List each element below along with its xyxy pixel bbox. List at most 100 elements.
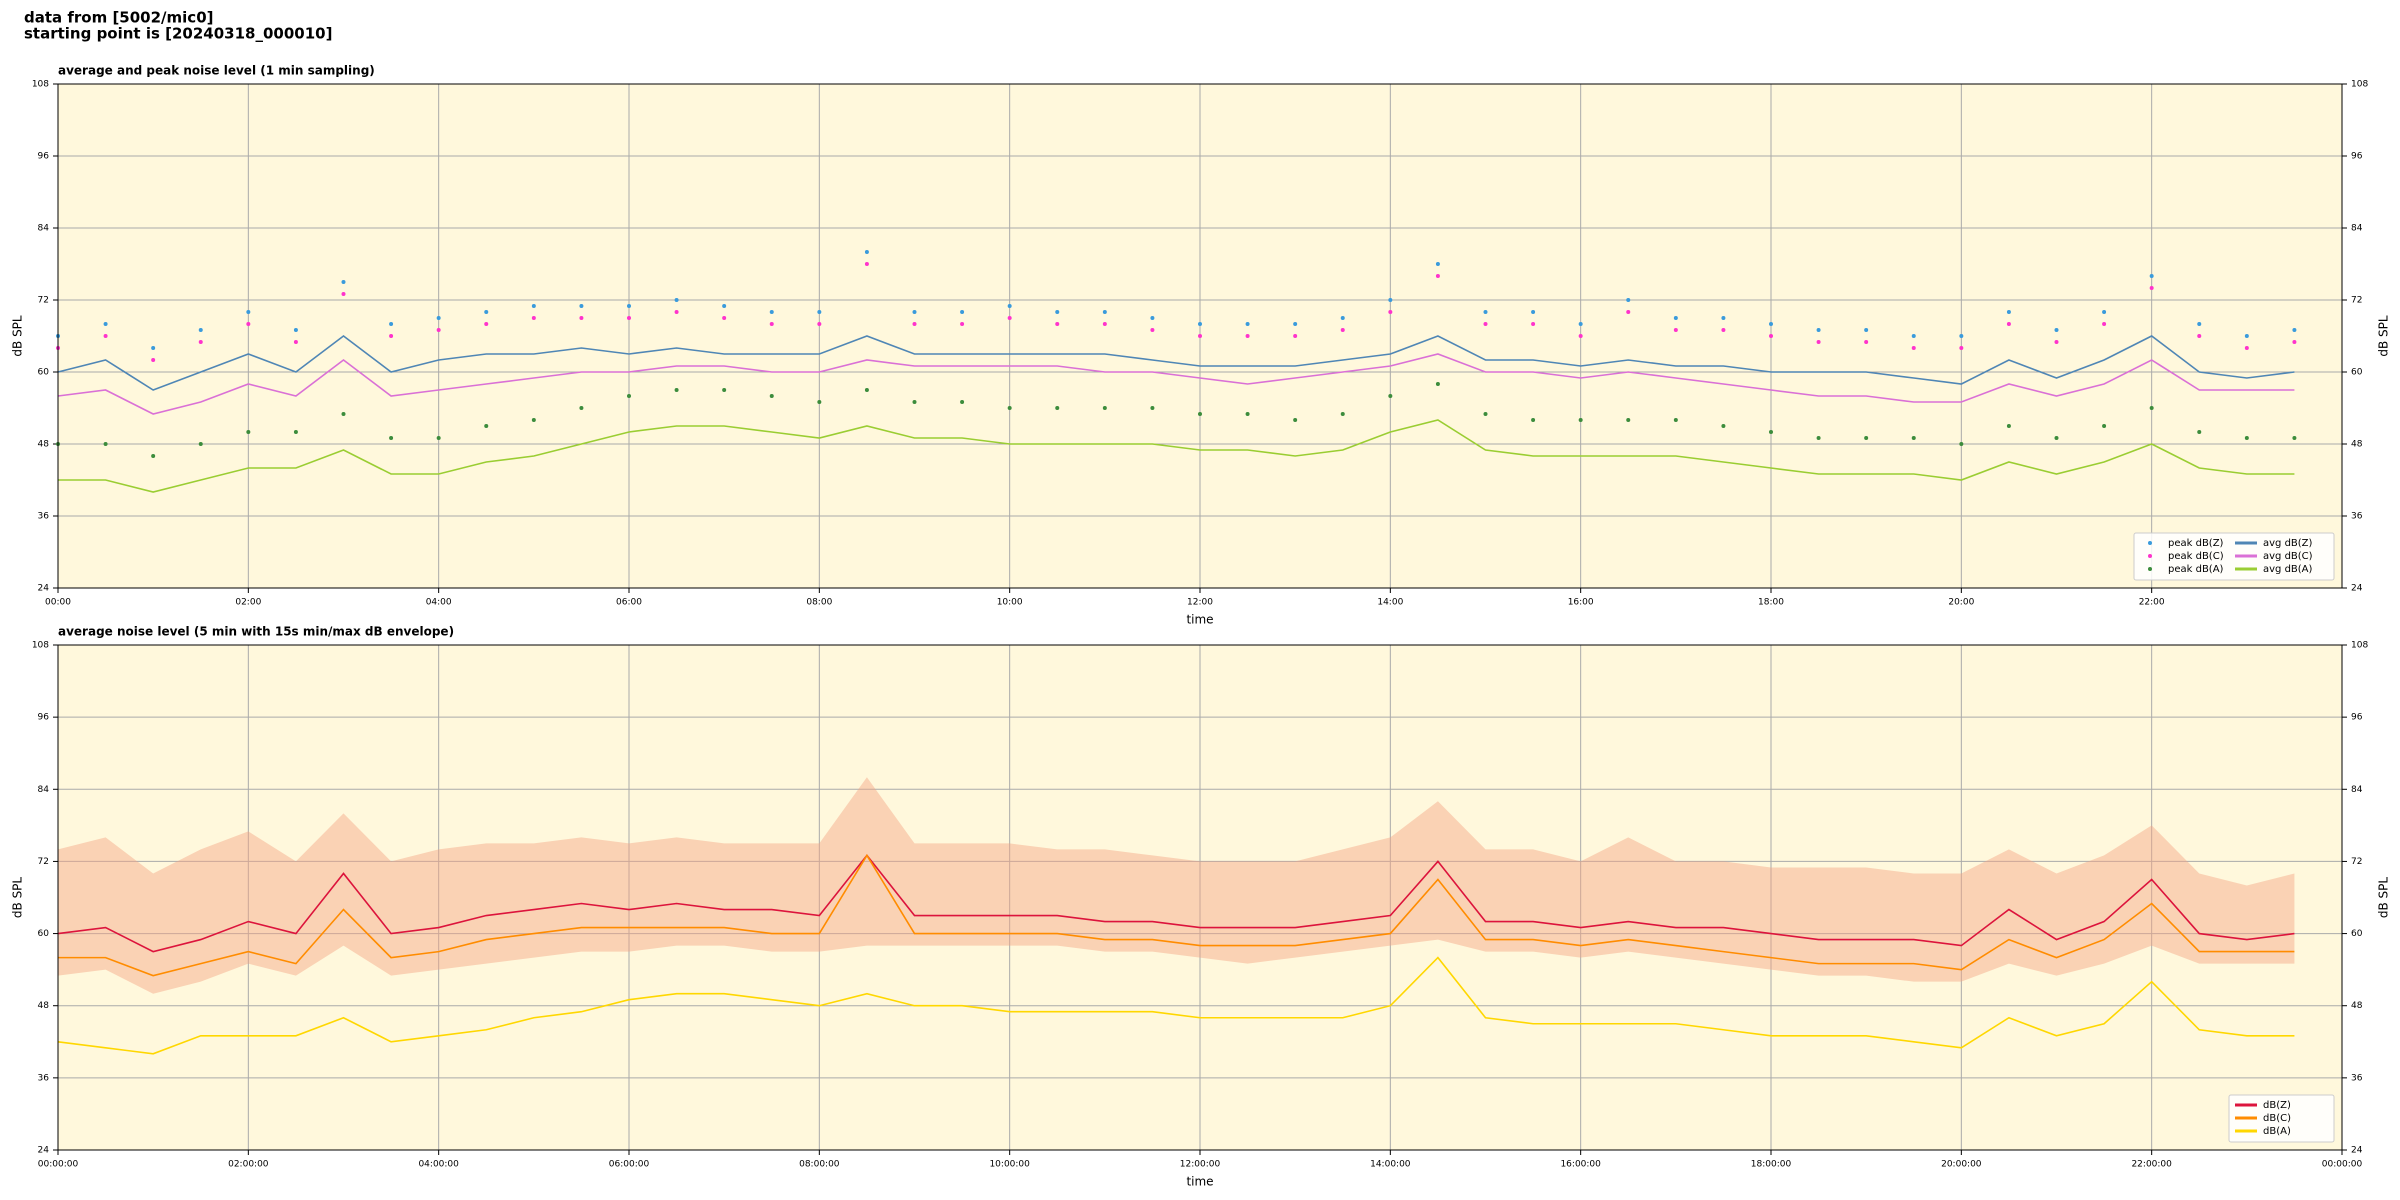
peak-point	[2054, 328, 2059, 332]
peak-point	[246, 430, 251, 434]
peak-point	[1483, 412, 1488, 416]
peak-point	[2006, 310, 2011, 314]
peak-point	[1531, 322, 1536, 326]
peak-point	[1864, 328, 1869, 332]
peak-point	[1293, 418, 1298, 422]
peak-point	[1435, 274, 1440, 278]
peak-point	[293, 328, 298, 332]
series-line	[58, 853, 2295, 977]
legend-marker	[2148, 554, 2152, 558]
peak-point	[2006, 322, 2011, 326]
x-tick-label: 00:00:00	[2322, 1160, 2363, 1170]
panel-title: average noise level (5 min with 15s min/…	[58, 625, 454, 639]
peak-point	[1102, 322, 1107, 326]
peak-point	[1578, 334, 1583, 338]
peak-point	[1769, 334, 1773, 338]
y-tick-label: 48	[2351, 440, 2363, 450]
peak-point	[531, 304, 536, 308]
y-tick-label: 48	[38, 1001, 50, 1011]
peak-point	[1150, 406, 1155, 410]
legend-box	[2133, 532, 2335, 581]
legend-label: avg dB(C)	[2263, 551, 2313, 562]
peak-point	[1340, 328, 1345, 332]
peak-point	[1340, 316, 1345, 320]
peak-point	[293, 430, 298, 434]
peak-point	[817, 322, 822, 326]
peak-point	[912, 310, 917, 314]
peak-point	[2102, 310, 2107, 314]
peak-point	[674, 388, 679, 392]
peak-point	[1959, 346, 1964, 350]
peak-point	[1198, 322, 1202, 326]
y-tick-label: 60	[38, 929, 50, 939]
x-tick-label: 08:00	[806, 598, 832, 608]
plot-frame	[57, 644, 2343, 1151]
peak-point	[1816, 328, 1821, 332]
peak-point	[960, 310, 965, 314]
peak-point	[1483, 310, 1488, 314]
peak-point	[579, 316, 584, 320]
legend-label: avg dB(Z)	[2263, 538, 2313, 549]
peak-point	[389, 436, 394, 440]
peak-point	[769, 322, 774, 326]
peak-point	[2244, 346, 2249, 350]
peak-point	[2149, 274, 2154, 278]
peak-point	[198, 340, 203, 344]
peak-point	[1864, 340, 1869, 344]
peak-point	[151, 346, 156, 350]
peak-point	[1055, 406, 1060, 410]
x-tick-label: 10:00:00	[989, 1160, 1030, 1170]
y-tick-label: 96	[2351, 152, 2363, 162]
legend-label: peak dB(C)	[2168, 551, 2224, 562]
peak-point	[722, 304, 727, 308]
peak-point	[769, 394, 774, 398]
series-line	[57, 353, 2295, 415]
peak-point	[1007, 406, 1012, 410]
peak-point	[2244, 436, 2249, 440]
x-tick-label: 06:00:00	[609, 1160, 650, 1170]
y-tick-label: 96	[38, 152, 50, 162]
peak-point	[2006, 424, 2011, 428]
peak-point	[579, 304, 584, 308]
peak-point	[246, 322, 251, 326]
x-tick-label: 10:00	[997, 598, 1023, 608]
peak-point	[1626, 310, 1631, 314]
y-tick-label: 72	[38, 857, 49, 867]
peak-point	[1626, 298, 1631, 302]
x-tick-label: 02:00:00	[228, 1160, 269, 1170]
peak-point	[103, 442, 108, 446]
peak-point	[341, 292, 346, 296]
peak-point	[627, 316, 631, 320]
peak-point	[1769, 322, 1773, 326]
y-tick-label: 96	[2351, 713, 2363, 723]
y-tick-label: 108	[32, 80, 49, 90]
peak-point	[1959, 334, 1964, 338]
peak-point	[674, 298, 679, 302]
peak-point	[627, 394, 631, 398]
peak-point	[1293, 322, 1298, 326]
series-line	[57, 854, 2295, 953]
peak-point	[2102, 322, 2107, 326]
peak-point	[1483, 322, 1488, 326]
x-tick-label: 14:00:00	[1370, 1160, 1411, 1170]
y-tick-label: 48	[2351, 1001, 2363, 1011]
peak-point	[1959, 442, 1964, 446]
legend-marker	[2148, 541, 2152, 545]
y-tick-label: 84	[2351, 224, 2363, 234]
y-tick-label: 24	[38, 1146, 50, 1156]
y-tick-label: 84	[38, 785, 50, 795]
peak-point	[103, 334, 108, 338]
peak-point	[246, 310, 251, 314]
peak-point	[198, 328, 203, 332]
y-tick-label: 72	[38, 296, 49, 306]
x-tick-label: 12:00:00	[1180, 1160, 1221, 1170]
peak-point	[912, 400, 917, 404]
peak-point	[864, 388, 869, 392]
peak-point	[389, 334, 394, 338]
peak-point	[198, 442, 203, 446]
peak-point	[1673, 418, 1678, 422]
x-tick-label: 16:00:00	[1560, 1160, 1601, 1170]
peak-point	[1721, 424, 1726, 428]
x-tick-label: 06:00	[616, 598, 642, 608]
